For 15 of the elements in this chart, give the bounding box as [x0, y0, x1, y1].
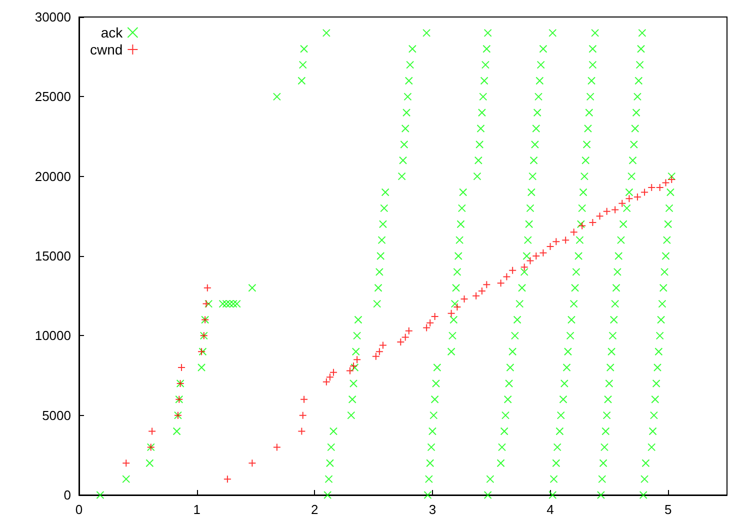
x-tick-label: 5 — [664, 502, 672, 517]
y-tick-label: 20000 — [34, 168, 71, 184]
legend-label: ack — [100, 24, 124, 40]
x-tick-label: 0 — [75, 502, 83, 517]
y-tick-label: 0 — [64, 488, 71, 502]
y-tick-label: 25000 — [34, 89, 71, 104]
y-tick-label: 5000 — [42, 408, 71, 423]
x-tick-label: 1 — [193, 502, 200, 517]
x-tick-label: 2 — [311, 502, 318, 517]
y-tick-label: 10000 — [34, 328, 71, 344]
legend-label: cwnd — [90, 42, 123, 58]
x-tick-label: 3 — [428, 502, 436, 517]
x-tick-label: 4 — [546, 502, 554, 517]
y-tick-label: 30000 — [34, 10, 71, 24]
y-tick-label: 15000 — [34, 248, 71, 264]
